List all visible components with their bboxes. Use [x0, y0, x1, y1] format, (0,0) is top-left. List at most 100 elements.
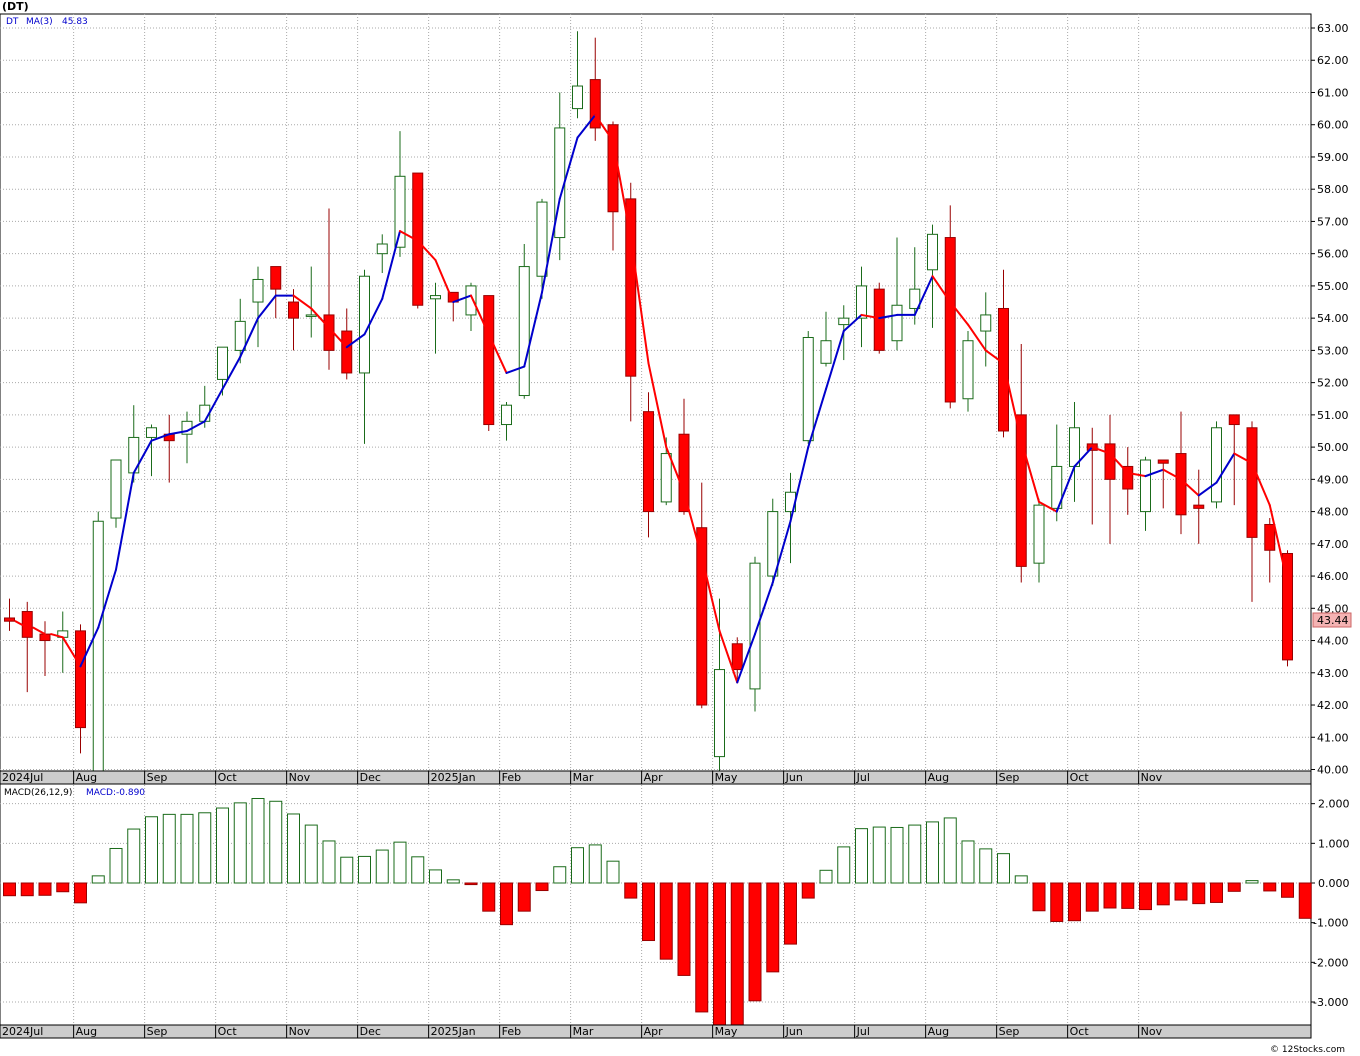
ma-segment: [913, 275, 934, 316]
candle-body-down: [341, 330, 353, 374]
macd-month-label: Nov: [1141, 1025, 1163, 1038]
legend-ma-label: MA(3): [26, 17, 53, 27]
candle-body-down: [607, 124, 619, 213]
ma-segment: [1197, 481, 1218, 497]
ma-segment: [150, 433, 171, 442]
candle-body-down: [1104, 443, 1116, 480]
price-month-label: Feb: [502, 771, 521, 784]
ma-segment: [647, 362, 668, 449]
ma-segment: [203, 388, 224, 423]
candle-body-up: [394, 175, 406, 248]
ma-segment: [683, 491, 703, 558]
ma-segment: [629, 236, 650, 365]
macd-bar-positive: [180, 813, 194, 884]
ma-segment: [292, 294, 313, 310]
candle-body-up: [217, 346, 228, 380]
macd-y-tick-label: -2.000: [1313, 956, 1348, 969]
macd-bar-positive: [375, 849, 389, 884]
candle-body-up: [1069, 427, 1080, 467]
price-y-tick-label: 63.00: [1317, 22, 1349, 35]
macd-month-label: Apr: [644, 1025, 664, 1038]
macd-bar-positive: [926, 821, 939, 884]
macd-month-label: May: [715, 1025, 738, 1038]
candle-body-up: [376, 243, 388, 255]
candle-body-up: [146, 427, 157, 438]
ma-segment: [754, 581, 774, 636]
macd-bar-negative: [535, 882, 549, 892]
ma-segment: [541, 197, 561, 294]
candle-body-down: [731, 643, 743, 671]
macd-bar-positive: [890, 826, 904, 884]
candle-body-down: [1122, 465, 1134, 490]
ma-segment: [771, 520, 792, 584]
candle-body-up: [714, 669, 725, 758]
candle-body-down: [75, 630, 86, 729]
macd-bar-positive: [287, 813, 300, 884]
candle-body-up: [1033, 504, 1045, 564]
candle-body-up: [465, 285, 477, 316]
macd-bar-negative: [464, 882, 478, 886]
ma-segment: [984, 349, 1005, 365]
macd-bar-positive: [837, 846, 851, 884]
ma-segment: [32, 626, 46, 636]
macd-bar-positive: [571, 847, 584, 884]
macd-y-tick-label: 2.000: [1318, 798, 1350, 811]
price-y-tick-label: 52.00: [1317, 377, 1349, 390]
price-y-tick-label: 48.00: [1317, 506, 1349, 519]
price-y-tick-label: 51.00: [1317, 409, 1349, 422]
macd-bar-positive: [908, 824, 922, 884]
macd-bar-positive: [198, 812, 212, 884]
ma-segment: [186, 420, 206, 432]
macd-bar-negative: [784, 882, 797, 945]
price-y-tick-label: 45.00: [1317, 602, 1349, 615]
macd-bar-positive: [233, 802, 247, 884]
macd-value-label: MACD:-0.890: [86, 788, 145, 798]
price-month-label: Jul: [856, 771, 870, 784]
ma-segment: [860, 313, 881, 320]
ma-segment: [949, 301, 969, 326]
candle-body-up: [660, 453, 672, 503]
candle-body-down: [270, 266, 282, 290]
price-y-tick-label: 49.00: [1317, 473, 1349, 486]
price-month-label: Mar: [573, 771, 594, 784]
macd-bar-negative: [642, 882, 655, 942]
macd-bar-positive: [588, 844, 602, 884]
ma-segment: [558, 136, 579, 200]
candle-body-down: [1228, 414, 1240, 426]
ma-segment: [257, 294, 277, 320]
candle-body-down: [1246, 427, 1258, 538]
macd-bar-positive: [251, 798, 265, 884]
ma-segment: [700, 555, 721, 632]
macd-month-label: Jun: [785, 1025, 803, 1038]
price-month-label: Oct: [218, 771, 238, 784]
ma-segment: [416, 239, 437, 262]
macd-bar-positive: [304, 824, 318, 884]
last-price-box: [1312, 612, 1352, 628]
candle-body-up: [501, 404, 512, 426]
ma-segment: [132, 439, 153, 474]
candle-body-up: [572, 85, 583, 110]
price-month-label: Sep: [147, 771, 168, 784]
macd-month-label: Oct: [218, 1025, 238, 1038]
macd-month-label: 2024Jul: [2, 1025, 43, 1038]
ma-segment: [470, 294, 490, 336]
macd-bar-negative: [659, 882, 673, 960]
candle-body-up: [909, 288, 921, 309]
macd-month-label: Sep: [999, 1025, 1020, 1038]
ma-segment: [505, 365, 526, 374]
candle-body-down: [1264, 523, 1276, 551]
candle-body-down: [1157, 459, 1169, 464]
last-price-label: 43.44: [1317, 614, 1349, 627]
ma-segment: [381, 230, 401, 300]
ma-segment: [345, 333, 366, 349]
candle-body-up: [1140, 459, 1151, 513]
price-month-label: May: [715, 771, 738, 784]
candle-body-up: [891, 304, 903, 342]
candle-body-up: [536, 201, 548, 277]
price-y-tick-label: 50.00: [1317, 441, 1349, 454]
price-month-label: Dec: [360, 771, 381, 784]
ma-segment: [239, 317, 259, 358]
macd-month-label: Oct: [1070, 1025, 1090, 1038]
price-y-tick-label: 61.00: [1317, 86, 1349, 99]
macd-bar-negative: [1085, 882, 1099, 912]
